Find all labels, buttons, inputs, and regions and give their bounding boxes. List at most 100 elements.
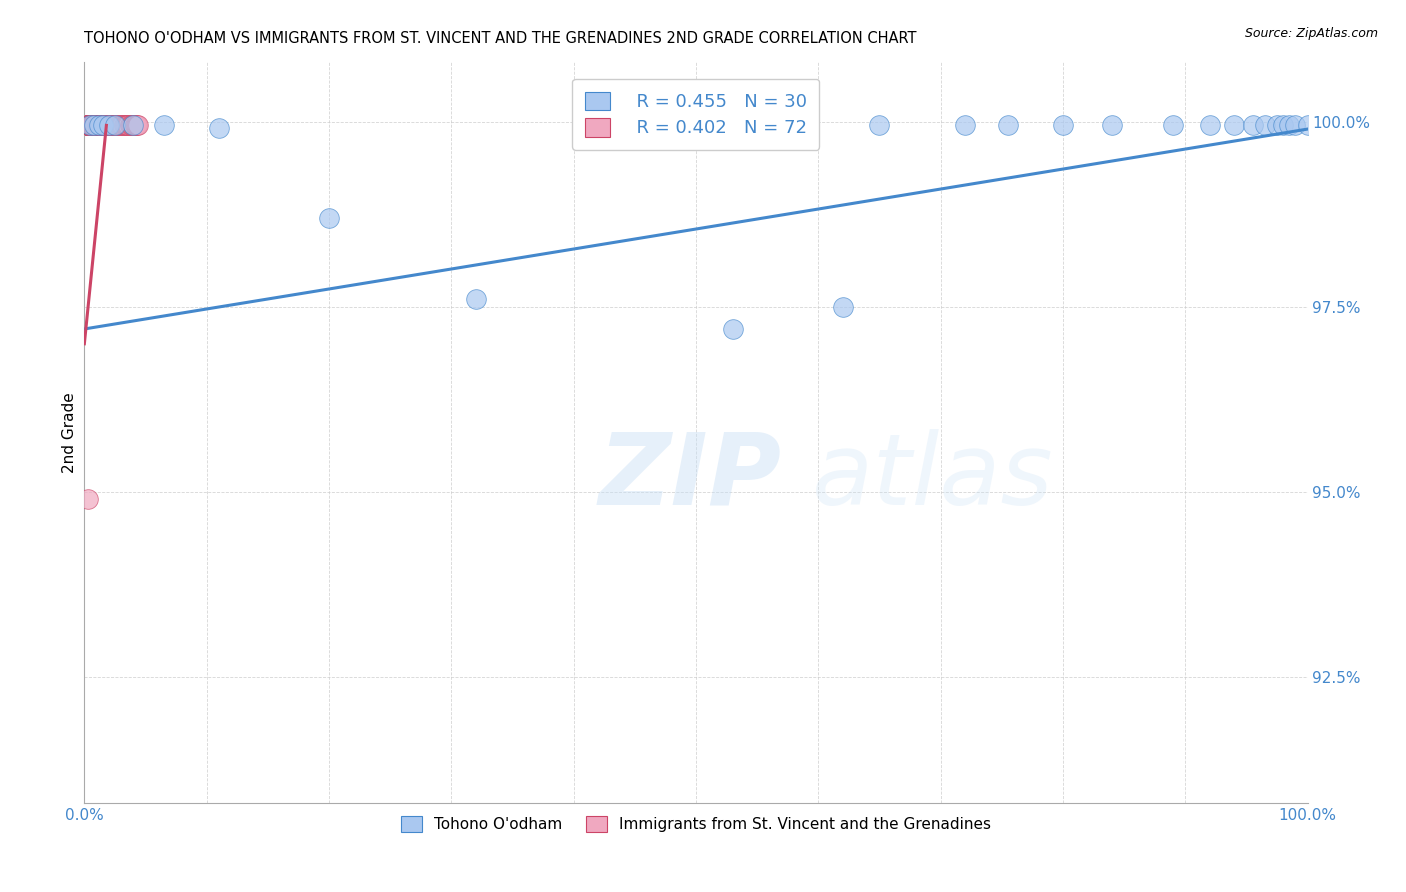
Point: [672, 119, 695, 133]
Point: [87, 119, 110, 133]
Point: [1254, 119, 1277, 133]
Text: ZIP: ZIP: [598, 428, 782, 525]
Point: [77, 119, 100, 133]
Point: [100, 119, 122, 133]
Point: [111, 119, 134, 133]
Point: [77, 119, 100, 133]
Point: [831, 300, 853, 314]
Point: [721, 322, 744, 336]
Point: [91, 119, 114, 133]
Point: [1161, 119, 1184, 133]
Point: [1278, 119, 1301, 133]
Point: [770, 119, 793, 133]
Point: [125, 119, 148, 133]
Point: [87, 119, 110, 133]
Point: [77, 119, 100, 133]
Point: [77, 119, 100, 133]
Point: [869, 119, 891, 133]
Point: [997, 119, 1019, 133]
Point: [77, 119, 100, 133]
Point: [127, 119, 149, 133]
Point: [104, 119, 127, 133]
Point: [93, 119, 115, 133]
Point: [80, 119, 103, 133]
Point: [82, 119, 104, 133]
Point: [115, 119, 138, 133]
Text: Source: ZipAtlas.com: Source: ZipAtlas.com: [1244, 27, 1378, 40]
Point: [80, 119, 103, 133]
Point: [122, 119, 145, 133]
Point: [89, 119, 111, 133]
Point: [77, 119, 100, 133]
Point: [77, 119, 100, 133]
Point: [1198, 119, 1220, 133]
Point: [77, 119, 100, 133]
Point: [108, 119, 131, 133]
Point: [124, 119, 146, 133]
Point: [953, 119, 976, 133]
Point: [77, 119, 100, 133]
Point: [77, 119, 100, 133]
Point: [97, 119, 120, 133]
Point: [80, 119, 103, 133]
Point: [120, 119, 142, 133]
Point: [77, 119, 100, 133]
Point: [83, 119, 105, 133]
Point: [79, 119, 101, 133]
Point: [91, 119, 114, 133]
Point: [82, 119, 104, 133]
Point: [84, 119, 107, 133]
Point: [77, 119, 100, 133]
Point: [83, 119, 105, 133]
Point: [1284, 119, 1306, 133]
Point: [96, 119, 118, 133]
Point: [87, 119, 110, 133]
Point: [105, 119, 128, 133]
Point: [87, 119, 110, 133]
Point: [153, 119, 176, 133]
Point: [98, 119, 121, 133]
Point: [1223, 119, 1246, 133]
Point: [77, 492, 100, 507]
Point: [77, 119, 100, 133]
Point: [1265, 119, 1288, 133]
Point: [87, 119, 110, 133]
Point: [79, 119, 101, 133]
Legend: Tohono O'odham, Immigrants from St. Vincent and the Grenadines: Tohono O'odham, Immigrants from St. Vinc…: [394, 808, 998, 839]
Text: TOHONO O'ODHAM VS IMMIGRANTS FROM ST. VINCENT AND THE GRENADINES 2ND GRADE CORRE: TOHONO O'ODHAM VS IMMIGRANTS FROM ST. VI…: [84, 31, 917, 46]
Point: [97, 119, 120, 133]
Point: [79, 119, 101, 133]
Point: [77, 119, 100, 133]
Point: [114, 119, 136, 133]
Point: [105, 119, 128, 133]
Point: [103, 119, 125, 133]
Point: [115, 119, 138, 133]
Point: [1296, 119, 1319, 133]
Point: [90, 119, 112, 133]
Y-axis label: 2nd Grade: 2nd Grade: [62, 392, 77, 473]
Point: [94, 119, 117, 133]
Point: [318, 211, 340, 225]
Point: [104, 119, 127, 133]
Point: [97, 119, 120, 133]
Point: [101, 119, 124, 133]
Point: [86, 119, 108, 133]
Point: [77, 119, 100, 133]
Point: [118, 119, 141, 133]
Point: [77, 119, 100, 133]
Point: [121, 119, 143, 133]
Point: [464, 293, 486, 307]
Point: [1241, 119, 1264, 133]
Point: [107, 119, 129, 133]
Point: [110, 119, 132, 133]
Text: atlas: atlas: [813, 428, 1054, 525]
Point: [83, 119, 105, 133]
Point: [122, 119, 145, 133]
Point: [87, 119, 110, 133]
Point: [77, 119, 100, 133]
Point: [87, 119, 110, 133]
Point: [79, 119, 101, 133]
Point: [112, 119, 135, 133]
Point: [117, 119, 139, 133]
Point: [125, 119, 148, 133]
